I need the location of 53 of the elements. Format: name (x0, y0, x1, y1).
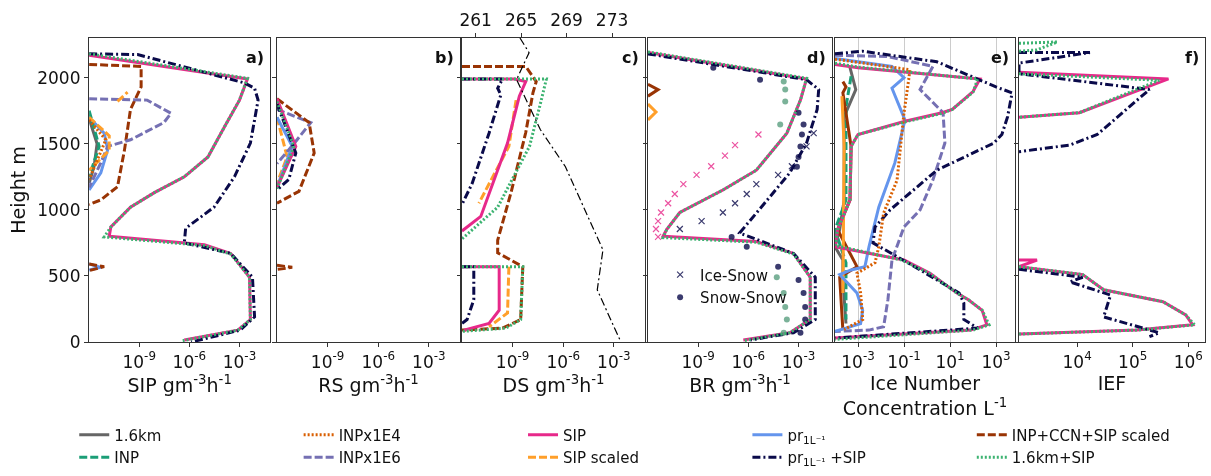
annotation: b) (435, 48, 454, 67)
x-tick-label: 10$^{-3}$ (222, 349, 257, 372)
x-tick-label: 10$^{3}$ (981, 349, 1011, 372)
x2-tick-label: 269 (550, 10, 583, 30)
x-tick-label: 10$^{-6}$ (172, 349, 207, 372)
x-tick-label: 10$^{-6}$ (731, 349, 766, 372)
x-tick-label: 10$^{-3}$ (597, 349, 631, 372)
x-tick-label: 10$^{6}$ (1173, 349, 1203, 372)
annotation: a) (246, 48, 265, 67)
legend-label: pr$_{1L⁻¹}$ +SIP (787, 449, 866, 469)
annotation: e) (991, 48, 1010, 67)
legend-label: pr$_{1L⁻¹}$ (787, 426, 826, 446)
x-tick-label: 10$^{-1}$ (887, 349, 921, 372)
x-tick-label: 10$^{-9}$ (681, 349, 715, 372)
x-axis-title: DS gm$^{-3}$h$^{-1}$ (502, 371, 605, 396)
x-tick-label: 10$^{-3}$ (841, 349, 875, 372)
x-tick-label: 10$^{-3}$ (412, 349, 446, 372)
legend-label: 1.6km+SIP (1011, 449, 1095, 468)
legend-label: SIP scaled (563, 449, 639, 468)
y-tick-label: 1500 (37, 133, 81, 154)
legend-label: 1.6km (114, 426, 162, 445)
y-tick-label: 0 (69, 331, 81, 352)
x2-tick-label: 261 (459, 10, 492, 30)
x-tick-label: 10$^{1}$ (935, 349, 965, 372)
legend-label: INPx1E6 (338, 449, 401, 468)
annotation: d) (807, 48, 826, 67)
x-tick-label: 10$^{5}$ (1118, 349, 1148, 372)
x-tick-label: 10$^{-9}$ (122, 349, 156, 372)
x-axis-title: Ice Number Concentration L$^{-1}$ (842, 372, 1008, 419)
x-axis-title: BR gm$^{-3}$h$^{-1}$ (689, 371, 791, 396)
annotation: c) (622, 48, 639, 67)
y-tick-label: 2000 (37, 67, 81, 88)
x-tick-label: 10$^{4}$ (1062, 349, 1092, 372)
x-tick-label: 10$^{-6}$ (361, 349, 395, 372)
x-axis-title: IEF (1097, 372, 1127, 395)
x2-tick-label: 265 (504, 10, 538, 30)
y-tick-label: 500 (48, 265, 81, 286)
legend-label: INPx1E4 (338, 426, 401, 445)
x-tick-label: 10$^{-6}$ (546, 349, 580, 372)
x2-tick-label: 273 (595, 10, 629, 30)
x-axis-title: SIP gm$^{-3}$h$^{-1}$ (127, 371, 232, 396)
x-tick-label: 10$^{-9}$ (495, 349, 530, 372)
legend-label: INP (114, 449, 139, 468)
legend-label: SIP (563, 426, 587, 445)
x-axis-title: RS gm$^{-3}$h$^{-1}$ (318, 371, 419, 396)
x-tick-label: 10$^{-3}$ (781, 349, 816, 372)
y-axis-title: Height m (7, 146, 30, 234)
y-tick-label: 1000 (37, 199, 81, 220)
legend-label: Ice-Snow (700, 266, 768, 285)
annotation: f) (1185, 48, 1200, 67)
x-tick-label: 10$^{-9}$ (310, 349, 345, 372)
legend-label: Snow-Snow (700, 289, 787, 308)
legend-label: INP+CCN+SIP scaled (1011, 426, 1170, 445)
